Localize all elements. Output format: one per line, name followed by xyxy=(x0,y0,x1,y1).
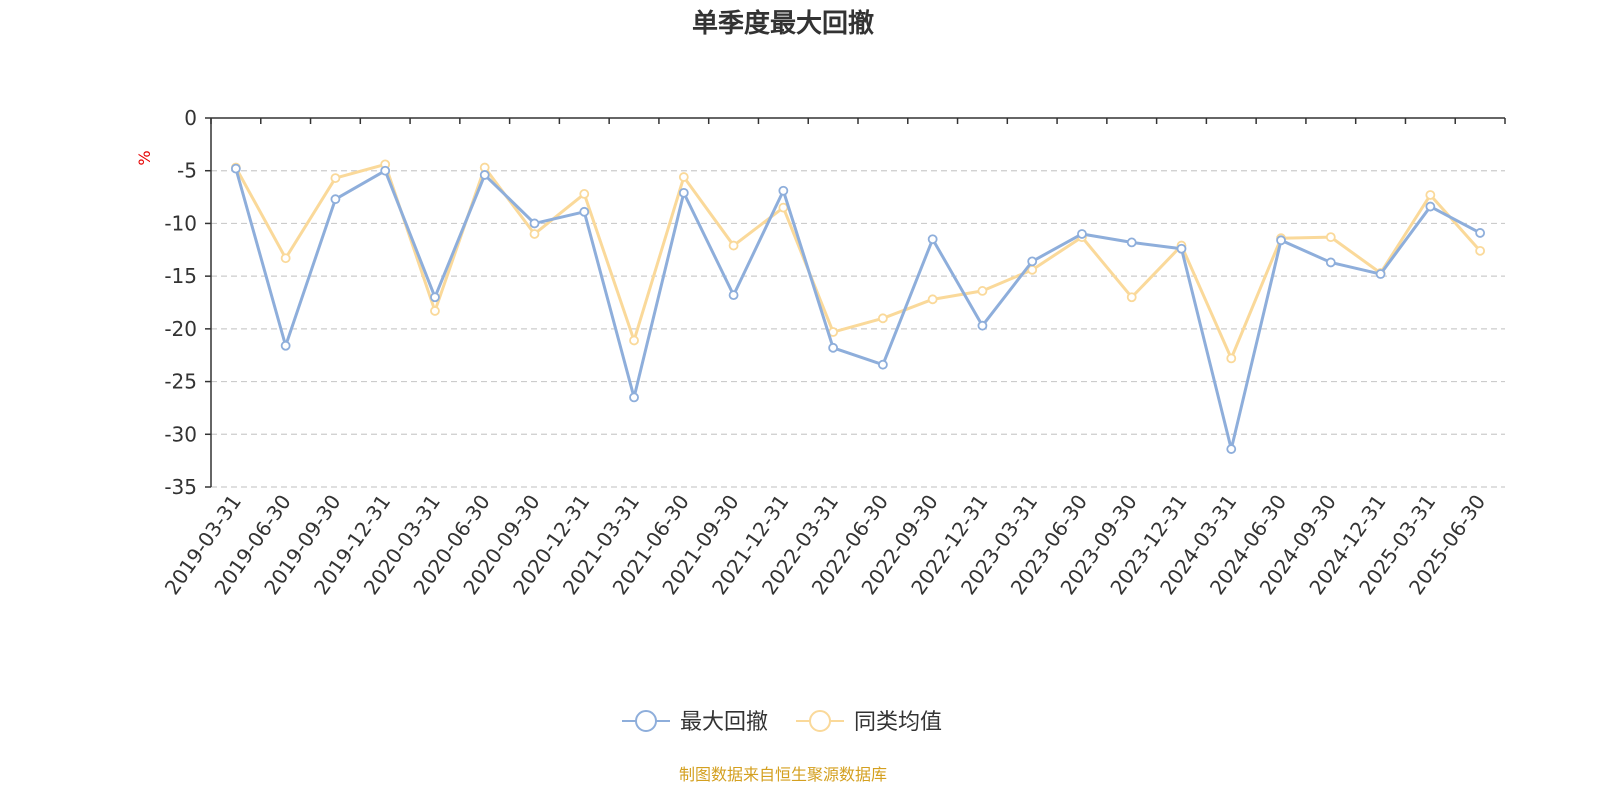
chart-title: 单季度最大回撤 xyxy=(692,8,874,39)
data-point[interactable] xyxy=(280,340,291,351)
data-point[interactable] xyxy=(728,290,739,301)
y-tick-label: -25 xyxy=(164,370,197,394)
y-tick-label: -10 xyxy=(164,211,197,235)
series-max-drawdown xyxy=(230,163,1486,454)
data-point[interactable] xyxy=(778,202,789,213)
data-point[interactable] xyxy=(629,335,639,346)
data-point[interactable] xyxy=(1126,292,1137,303)
y-tick-label: -5 xyxy=(177,159,197,183)
data-point[interactable] xyxy=(877,359,888,370)
data-point[interactable] xyxy=(678,187,689,198)
data-point[interactable] xyxy=(579,189,590,199)
data-point[interactable] xyxy=(529,218,540,229)
data-point[interactable] xyxy=(430,306,440,316)
legend-item-peer-average[interactable]: 同类均值 xyxy=(796,710,942,735)
series-line xyxy=(234,168,1481,451)
data-point[interactable] xyxy=(629,392,639,403)
data-point[interactable] xyxy=(230,163,241,174)
legend-swatch-marker xyxy=(809,710,831,732)
axes xyxy=(205,117,1506,488)
data-point[interactable] xyxy=(1176,243,1187,254)
data-point[interactable] xyxy=(977,320,988,331)
data-point[interactable] xyxy=(1425,201,1436,212)
series-plot-area xyxy=(230,159,1486,454)
data-point[interactable] xyxy=(479,170,490,180)
y-tick-labels: 0 -5 -10 -15 -20 -25 -30 -35 xyxy=(164,106,197,499)
data-point[interactable] xyxy=(1325,257,1336,268)
data-point[interactable] xyxy=(1475,228,1486,238)
data-point[interactable] xyxy=(1375,269,1386,279)
legend: 最大回撤 同类均值 xyxy=(622,710,942,735)
data-point[interactable] xyxy=(1226,353,1237,364)
data-point[interactable] xyxy=(1226,444,1237,454)
data-point[interactable] xyxy=(728,240,739,251)
data-point[interactable] xyxy=(828,342,839,353)
data-point[interactable] xyxy=(977,286,988,296)
data-point[interactable] xyxy=(330,173,341,183)
data-point[interactable] xyxy=(1425,190,1436,200)
data-point[interactable] xyxy=(529,229,540,239)
data-point[interactable] xyxy=(579,206,590,217)
data-point[interactable] xyxy=(877,313,888,324)
data-source-note: 制图数据来自恒生聚源数据库 xyxy=(679,765,887,784)
legend-swatch-marker xyxy=(635,710,657,732)
y-axis-unit-label: % xyxy=(135,150,154,165)
y-tick-label: 0 xyxy=(184,106,197,130)
data-point[interactable] xyxy=(1325,232,1336,243)
y-tick-label: -20 xyxy=(164,317,197,341)
data-point[interactable] xyxy=(678,172,689,182)
y-tick-label: -15 xyxy=(164,264,197,288)
data-point[interactable] xyxy=(927,294,938,305)
data-point[interactable] xyxy=(280,253,291,264)
data-point[interactable] xyxy=(380,165,391,176)
data-point[interactable] xyxy=(430,292,440,303)
legend-item-max-drawdown[interactable]: 最大回撤 xyxy=(622,710,768,735)
data-point[interactable] xyxy=(1276,235,1286,246)
data-point[interactable] xyxy=(1126,237,1137,248)
data-point[interactable] xyxy=(927,234,938,245)
series-line xyxy=(234,162,1482,360)
data-point[interactable] xyxy=(778,185,789,196)
y-tick-label: -35 xyxy=(164,475,197,499)
data-point[interactable] xyxy=(1077,229,1087,239)
legend-label: 最大回撤 xyxy=(680,710,768,735)
data-point[interactable] xyxy=(1027,256,1038,267)
x-tick-labels: 2019-03-312019-06-302019-09-302019-12-31… xyxy=(160,490,1491,599)
data-point[interactable] xyxy=(330,194,341,205)
data-point[interactable] xyxy=(1475,245,1486,256)
y-tick-label: -30 xyxy=(164,422,197,446)
legend-label: 同类均值 xyxy=(854,710,942,735)
